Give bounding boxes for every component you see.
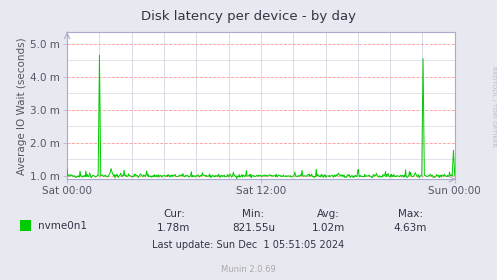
Text: Avg:: Avg: <box>317 209 339 219</box>
Text: 1.78m: 1.78m <box>157 223 191 233</box>
Text: Last update: Sun Dec  1 05:51:05 2024: Last update: Sun Dec 1 05:51:05 2024 <box>153 240 344 250</box>
Text: Min:: Min: <box>243 209 264 219</box>
Text: Disk latency per device - by day: Disk latency per device - by day <box>141 10 356 23</box>
Text: 1.02m: 1.02m <box>312 223 344 233</box>
Text: 4.63m: 4.63m <box>393 223 427 233</box>
Text: 821.55u: 821.55u <box>232 223 275 233</box>
Text: Munin 2.0.69: Munin 2.0.69 <box>221 265 276 274</box>
Text: Max:: Max: <box>398 209 422 219</box>
Y-axis label: Average IO Wait (seconds): Average IO Wait (seconds) <box>17 37 27 174</box>
Text: RRDTOOL / TOBI OETIKER: RRDTOOL / TOBI OETIKER <box>491 66 496 147</box>
Text: Cur:: Cur: <box>163 209 185 219</box>
Text: nvme0n1: nvme0n1 <box>38 221 87 231</box>
